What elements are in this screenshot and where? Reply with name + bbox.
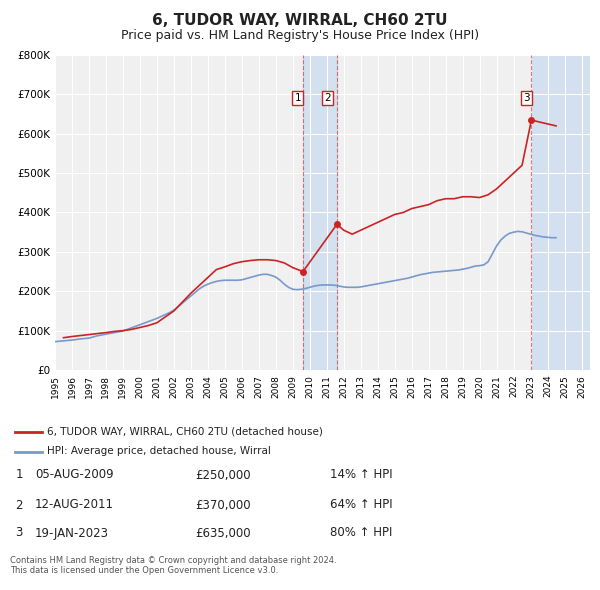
Text: £370,000: £370,000 bbox=[195, 499, 251, 512]
Text: 12-AUG-2011: 12-AUG-2011 bbox=[35, 499, 114, 512]
Bar bbox=[303, 55, 337, 370]
Text: 6, TUDOR WAY, WIRRAL, CH60 2TU: 6, TUDOR WAY, WIRRAL, CH60 2TU bbox=[152, 13, 448, 28]
Bar bbox=[532, 55, 590, 370]
Text: 1: 1 bbox=[15, 468, 23, 481]
Text: 14% ↑ HPI: 14% ↑ HPI bbox=[330, 468, 392, 481]
Text: £250,000: £250,000 bbox=[195, 468, 251, 481]
Text: 80% ↑ HPI: 80% ↑ HPI bbox=[330, 526, 392, 539]
Text: £635,000: £635,000 bbox=[195, 526, 251, 539]
Text: 1: 1 bbox=[295, 93, 301, 103]
Text: HPI: Average price, detached house, Wirral: HPI: Average price, detached house, Wirr… bbox=[47, 447, 271, 457]
Text: Price paid vs. HM Land Registry's House Price Index (HPI): Price paid vs. HM Land Registry's House … bbox=[121, 29, 479, 42]
Text: Contains HM Land Registry data © Crown copyright and database right 2024.
This d: Contains HM Land Registry data © Crown c… bbox=[10, 556, 337, 575]
Text: 64% ↑ HPI: 64% ↑ HPI bbox=[330, 499, 392, 512]
Text: 05-AUG-2009: 05-AUG-2009 bbox=[35, 468, 113, 481]
Text: 3: 3 bbox=[16, 526, 23, 539]
Text: 3: 3 bbox=[523, 93, 530, 103]
Text: 6, TUDOR WAY, WIRRAL, CH60 2TU (detached house): 6, TUDOR WAY, WIRRAL, CH60 2TU (detached… bbox=[47, 427, 323, 437]
Text: 2: 2 bbox=[15, 499, 23, 512]
Text: 2: 2 bbox=[324, 93, 331, 103]
Text: 19-JAN-2023: 19-JAN-2023 bbox=[35, 526, 109, 539]
